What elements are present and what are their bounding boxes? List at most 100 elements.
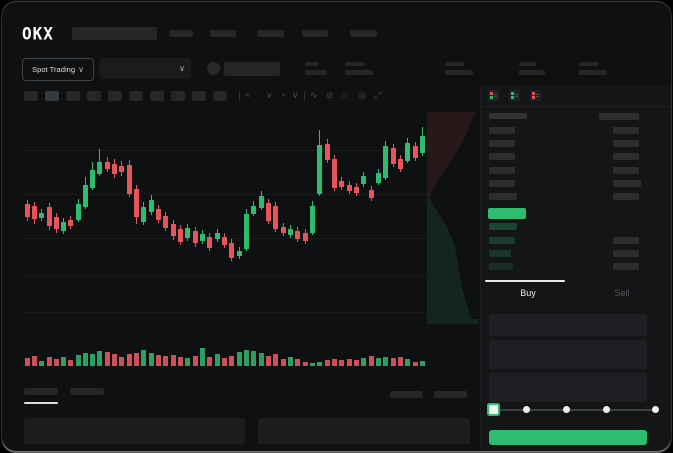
nav-item-placeholder-0[interactable]	[169, 30, 193, 37]
timeframe-placeholder-3[interactable]	[87, 91, 101, 101]
candle	[295, 231, 300, 239]
candle	[141, 207, 146, 222]
volume-bar	[127, 354, 132, 366]
volume-bar	[288, 357, 293, 366]
divider	[239, 91, 240, 101]
timeframe-placeholder-0[interactable]	[24, 91, 38, 101]
timeframe-placeholder-8[interactable]	[192, 91, 206, 101]
volume-bar	[244, 350, 249, 366]
volume-bar	[141, 350, 146, 366]
amount-slider-handle[interactable]	[487, 403, 500, 416]
draw-tool-icon[interactable]: ⊘	[326, 90, 334, 100]
buy-submit-button[interactable]	[489, 430, 647, 445]
bid-size-placeholder-1	[613, 237, 639, 244]
indicator-wave-icon[interactable]: ≈	[245, 90, 250, 100]
candle	[237, 251, 242, 256]
volume-bar	[405, 359, 410, 366]
slider-step-dot-1[interactable]	[523, 406, 530, 413]
line-tool-icon[interactable]: ∿	[310, 90, 318, 100]
ask-price-placeholder-2	[489, 153, 515, 160]
stat-value-placeholder-2	[445, 70, 473, 75]
volume-bar	[237, 352, 242, 366]
volume-bar	[376, 358, 381, 366]
volume-bar	[398, 357, 403, 366]
slider-step-dot-4[interactable]	[652, 406, 659, 413]
slider-step-dot-2[interactable]	[563, 406, 570, 413]
depth-asks-area	[427, 112, 475, 198]
volume-bar	[347, 359, 352, 366]
tab-sell[interactable]: Sell	[614, 287, 630, 298]
settings-gear-icon[interactable]: ◎	[358, 90, 366, 100]
volume-bar	[266, 356, 271, 366]
timeframe-placeholder-5[interactable]	[129, 91, 143, 101]
volume-bar	[90, 354, 95, 366]
stat-label-placeholder-3	[519, 62, 537, 66]
fullscreen-icon[interactable]: ⤢	[374, 90, 382, 100]
ask-size-placeholder-0	[613, 127, 639, 134]
candle	[134, 189, 139, 217]
candle	[420, 136, 425, 153]
nav-item-placeholder-4[interactable]	[350, 30, 377, 37]
ask-size-placeholder-2	[613, 153, 639, 160]
timeframe-placeholder-9[interactable]	[213, 91, 227, 101]
orders-action-placeholder-1[interactable]	[434, 391, 467, 398]
book-bids-view-icon[interactable]	[509, 90, 520, 101]
book-asks-view-icon[interactable]	[530, 90, 541, 101]
volume-bar	[325, 360, 330, 366]
timeframe-placeholder-4[interactable]	[108, 91, 122, 101]
amount-slider-track[interactable]	[494, 409, 655, 411]
orders-tab-placeholder-1[interactable]	[70, 388, 104, 395]
chevron-down-icon[interactable]: ∨	[292, 90, 299, 100]
ask-price-placeholder-0	[489, 127, 515, 134]
search-placeholder[interactable]	[72, 27, 157, 40]
bid-price-placeholder-0	[489, 223, 517, 230]
tab-buy[interactable]: Buy	[520, 287, 536, 298]
candlestick-chart[interactable]	[22, 108, 428, 370]
order-input-0[interactable]	[489, 314, 647, 336]
bid-price-placeholder-3	[489, 263, 513, 270]
timeframe-placeholder-1[interactable]	[45, 91, 59, 101]
active-orders-tab-underline	[24, 402, 58, 404]
market-type-selector[interactable]: Spot Trading ∨	[22, 58, 94, 81]
ob-header-right	[599, 113, 639, 120]
volume-bar	[391, 358, 396, 366]
volume-bar	[112, 354, 117, 366]
candle	[90, 170, 95, 188]
volume-bar	[229, 356, 234, 366]
orders-action-placeholder-0[interactable]	[390, 391, 423, 398]
orders-tab-placeholder-0[interactable]	[24, 388, 58, 395]
depth-chart	[427, 112, 479, 324]
candle-style-icon[interactable]: ◔	[280, 90, 286, 100]
order-input-1[interactable]	[489, 340, 647, 369]
pair-select-dropdown[interactable]: ∨	[99, 58, 191, 79]
candle	[347, 185, 352, 191]
gridline	[22, 312, 428, 313]
volume-bar	[134, 353, 139, 366]
candle	[398, 159, 403, 169]
timeframe-placeholder-7[interactable]	[171, 91, 185, 101]
snapshot-icon[interactable]: ⌂	[342, 90, 348, 100]
ask-size-placeholder-4	[613, 180, 641, 187]
book-split-view-icon[interactable]	[488, 90, 499, 101]
candle	[303, 233, 308, 241]
volume-bar	[156, 355, 161, 366]
nav-item-placeholder-2[interactable]	[257, 30, 284, 37]
order-input-2[interactable]	[489, 373, 647, 402]
nav-item-placeholder-3[interactable]	[302, 30, 328, 37]
toggle-lines	[515, 93, 518, 98]
chevron-down-icon[interactable]: ∨	[266, 90, 273, 100]
timeframe-placeholder-2[interactable]	[66, 91, 80, 101]
volume-bar	[83, 353, 88, 366]
gridline	[22, 275, 428, 276]
volume-bar	[413, 362, 418, 366]
volume-bar	[251, 351, 256, 366]
candle	[163, 216, 168, 228]
slider-step-dot-3[interactable]	[603, 406, 610, 413]
ask-size-placeholder-5	[613, 193, 639, 200]
ln	[494, 93, 497, 95]
volume-bar	[303, 362, 308, 366]
candle	[369, 190, 374, 198]
volume-bar	[54, 359, 59, 366]
nav-item-placeholder-1[interactable]	[210, 30, 236, 37]
timeframe-placeholder-6[interactable]	[150, 91, 164, 101]
